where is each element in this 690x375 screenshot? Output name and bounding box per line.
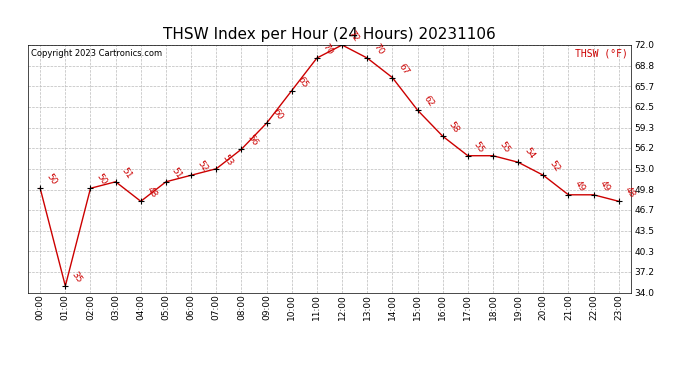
- Text: 53: 53: [220, 153, 235, 167]
- Text: 54: 54: [522, 146, 536, 161]
- Text: 51: 51: [170, 166, 184, 180]
- Text: 55: 55: [472, 140, 486, 154]
- Text: 49: 49: [598, 179, 611, 194]
- Text: 50: 50: [44, 172, 59, 187]
- Title: THSW Index per Hour (24 Hours) 20231106: THSW Index per Hour (24 Hours) 20231106: [163, 27, 496, 42]
- Text: 65: 65: [296, 75, 310, 89]
- Text: 60: 60: [270, 107, 285, 122]
- Text: 58: 58: [447, 120, 461, 135]
- Text: 62: 62: [422, 94, 435, 109]
- Text: 56: 56: [246, 133, 259, 148]
- Text: 55: 55: [497, 140, 511, 154]
- Text: 49: 49: [573, 179, 586, 194]
- Text: 48: 48: [623, 186, 637, 200]
- Text: THSW (°F): THSW (°F): [575, 49, 629, 59]
- Text: 52: 52: [195, 159, 209, 174]
- Text: 67: 67: [397, 62, 411, 76]
- Text: 35: 35: [70, 270, 83, 285]
- Text: 51: 51: [120, 166, 134, 180]
- Text: 70: 70: [371, 42, 385, 57]
- Text: 50: 50: [95, 172, 108, 187]
- Text: 72: 72: [346, 29, 360, 44]
- Text: 48: 48: [145, 186, 159, 200]
- Text: Copyright 2023 Cartronics.com: Copyright 2023 Cartronics.com: [30, 49, 161, 58]
- Text: 52: 52: [547, 159, 562, 174]
- Text: 70: 70: [321, 42, 335, 57]
